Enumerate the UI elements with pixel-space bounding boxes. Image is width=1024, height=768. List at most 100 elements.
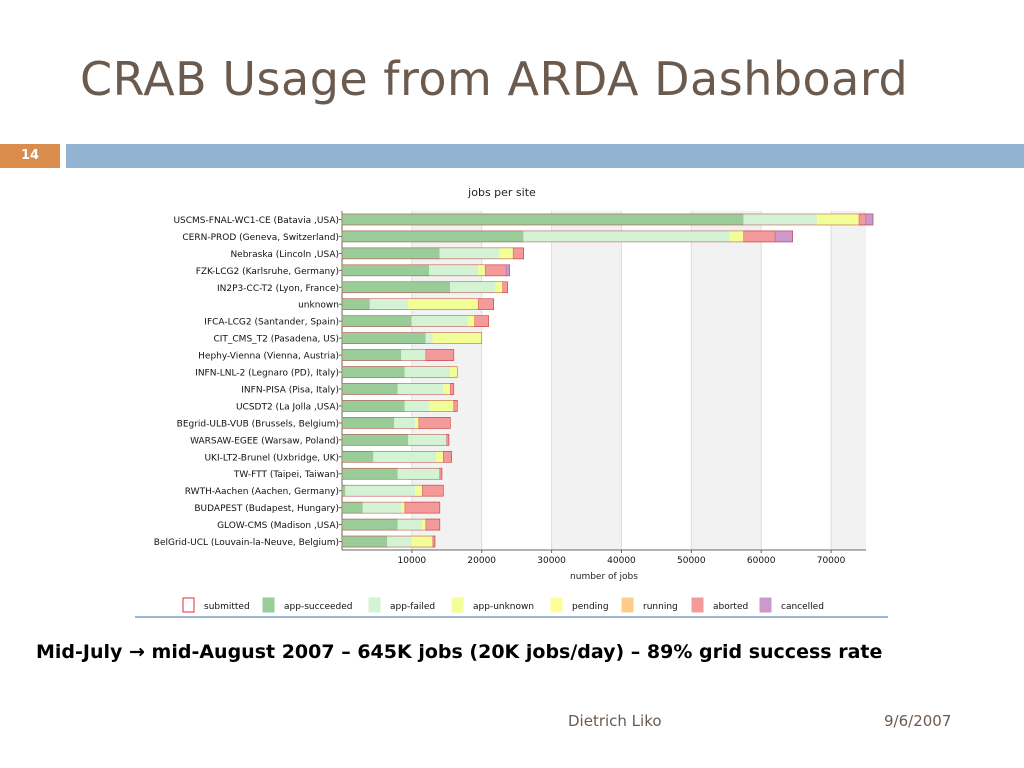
legend-label-running: running (643, 602, 678, 612)
bar-segment-aborted (432, 535, 436, 548)
category-label: BUDAPEST (Budapest, Hungary) (194, 504, 339, 514)
legend-swatch-aborted (691, 597, 704, 613)
bar-segment-aborted (418, 417, 451, 429)
legend-label-app-unknown: app-unknown (473, 602, 534, 612)
bar-segment-aborted (484, 264, 507, 277)
bar-segment-app-succeeded (341, 298, 371, 311)
bar-segment-app-succeeded (341, 264, 430, 277)
plot-band (831, 211, 866, 550)
bar-segment-app-succeeded (341, 315, 413, 327)
category-label: BelGrid-UCL (Louvain-la-Neuve, Belgium) (154, 538, 339, 548)
bar-segment-app-unknown (401, 501, 406, 514)
legend-label-app-succeeded: app-succeeded (284, 602, 353, 612)
category-label: IFCA-LCG2 (Santander, Spain) (204, 318, 339, 328)
bar-segment-app-failed (743, 213, 818, 226)
bar-segment-app-succeeded (341, 484, 346, 497)
legend-swatch-running (621, 597, 634, 613)
plot-band (691, 211, 762, 550)
legend-swatch-app-unknown (451, 597, 464, 613)
bar-segment-aborted (502, 281, 508, 294)
category-label: CERN-PROD (Geneva, Switzerland) (182, 233, 339, 243)
legend-swatch-submitted (182, 597, 195, 613)
bar-segment-app-succeeded (341, 213, 745, 226)
bar-segment-app-failed (425, 332, 434, 344)
bar-segment-app-succeeded (341, 434, 409, 446)
bar-outline (341, 264, 510, 277)
bar-segment-aborted (477, 298, 494, 311)
x-tick-label: 20000 (467, 556, 496, 566)
bar-segment-app-unknown (816, 213, 860, 226)
bar-segment-aborted (512, 247, 524, 260)
bar-segment-app-unknown (422, 518, 427, 531)
bar-segment-app-unknown (436, 450, 444, 463)
bar-outline (341, 518, 441, 531)
bar-segment-app-succeeded (341, 518, 399, 531)
bar-segment-app-succeeded (341, 450, 374, 463)
bar-segment-app-succeeded (341, 366, 406, 378)
bar-segment-app-failed (373, 450, 437, 463)
x-tick-label: 60000 (747, 556, 776, 566)
bar-segment-cancelled (865, 213, 874, 226)
bar-outline (341, 315, 489, 327)
bar-segment-app-succeeded (341, 332, 427, 344)
legend-label-pending: pending (572, 602, 609, 612)
bar-outline (341, 417, 451, 429)
category-label: FZK-LCG2 (Karlsruhe, Germany) (196, 267, 339, 277)
bar-outline (341, 298, 494, 310)
bar-segment-cancelled (774, 230, 793, 243)
bar-segment-app-unknown (415, 484, 423, 497)
bar-segment-app-unknown (432, 332, 483, 344)
legend-swatch-app-failed (368, 597, 381, 613)
bar-outline (341, 400, 458, 412)
bar-segment-app-unknown (729, 230, 745, 243)
bar-outline (341, 366, 458, 378)
bar-segment-app-failed (429, 264, 479, 277)
category-label: GLOW-CMS (Madison ,USA) (217, 521, 339, 531)
category-label: INFN-LNL-2 (Legnaro (PD), Italy) (195, 369, 339, 379)
bar-segment-aborted (422, 484, 444, 497)
bar-segment-app-failed (397, 518, 423, 531)
bar-segment-app-failed (404, 400, 430, 412)
bar-segment-aborted (425, 518, 441, 531)
bar-segment-app-failed (397, 383, 444, 395)
slide-header-bar (66, 144, 1024, 168)
bar-segment-aborted (446, 434, 450, 446)
footer-date: 9/6/2007 (884, 712, 952, 730)
legend-label-app-failed: app-failed (390, 602, 435, 612)
slide-number: 14 (0, 144, 60, 168)
bar-segment-app-unknown (449, 366, 458, 378)
bar-segment-app-failed (369, 298, 409, 311)
bar-segment-aborted (443, 450, 452, 463)
bar-segment-app-unknown (495, 281, 503, 294)
x-tick-label: 70000 (817, 556, 846, 566)
bar-segment-app-failed (404, 366, 451, 378)
category-label: unknown (298, 301, 339, 311)
bar-segment-app-succeeded (341, 501, 364, 514)
bar-outline (341, 434, 450, 446)
category-label: USCMS-FNAL-WC1-CE (Batavia ,USA) (173, 216, 339, 226)
slide-title: CRAB Usage from ARDA Dashboard (80, 52, 909, 106)
bar-segment-app-unknown (443, 383, 451, 395)
bar-segment-app-failed (397, 467, 441, 480)
bar-segment-app-failed (345, 484, 416, 497)
bar-segment-aborted (858, 213, 867, 226)
bar-outline (341, 467, 443, 480)
bar-outline (341, 349, 455, 361)
bar-outline (341, 213, 874, 226)
bar-segment-aborted (453, 400, 458, 412)
bar-outline (341, 332, 482, 344)
bar-segment-aborted (474, 315, 490, 327)
bar-segment-app-failed (439, 247, 500, 260)
bar-outline (341, 247, 524, 260)
category-label: IN2P3-CC-T2 (Lyon, France) (217, 284, 339, 294)
bar-outline (341, 484, 444, 497)
bar-segment-cancelled (505, 264, 510, 277)
bar-segment-aborted (425, 349, 455, 361)
bar-segment-app-failed (387, 535, 413, 548)
bar-outline (341, 501, 441, 514)
bar-outline (341, 451, 452, 463)
bar-outline (341, 230, 793, 243)
bar-segment-app-succeeded (341, 535, 388, 548)
bar-segment-app-failed (411, 315, 469, 327)
legend-swatch-cancelled (759, 597, 772, 613)
